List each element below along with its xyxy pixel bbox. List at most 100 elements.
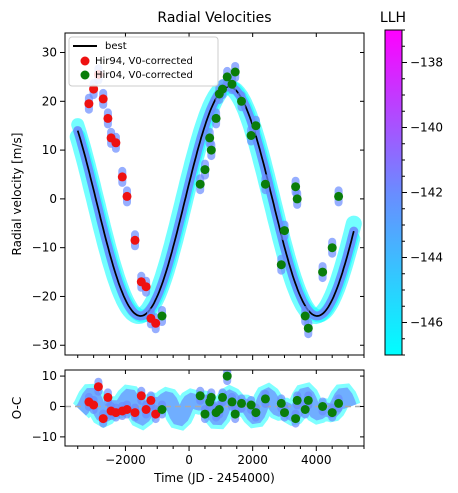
x-tick-label: 2000	[237, 453, 268, 467]
rv-point-hir04	[246, 131, 256, 140]
y-tick-label: −10	[32, 430, 57, 444]
y-tick-label: 10	[42, 369, 57, 383]
rv-point-hir04	[205, 133, 215, 143]
colorbar-title: LLH	[380, 10, 406, 26]
oc-point-hir94	[151, 409, 161, 419]
rv-point-hir94	[84, 99, 94, 109]
rv-point-hir04	[292, 194, 302, 204]
rv-point-hir94	[151, 318, 161, 328]
rv-point-hir94	[111, 138, 121, 148]
oc-point-hir04	[218, 392, 227, 402]
oc-point-hir94	[146, 395, 156, 405]
oc-point-hir94	[89, 400, 99, 410]
main-chart-axes: 30 20 10 0 −10 −20 −30	[32, 33, 365, 360]
rv-point-hir04	[227, 79, 237, 89]
main-chart-frame	[64, 32, 365, 356]
oc-point-hir04	[200, 409, 210, 419]
oc-point-hir04	[214, 405, 224, 414]
oc-point-hir04	[318, 402, 328, 411]
colorbar-tick-label: −142	[410, 186, 443, 200]
rv-point-hir04	[327, 243, 337, 253]
oc-point-hir04	[280, 408, 289, 418]
oc-point-hir94	[130, 408, 140, 418]
oc-point-hir04	[157, 405, 167, 414]
main-chart-ylabel: Radial velocity [m/s]	[10, 133, 24, 256]
y-tick-label: 0	[49, 192, 57, 206]
oc-point-hir04	[251, 408, 261, 418]
rv-point-hir04	[303, 323, 313, 333]
rv-point-hir04	[211, 113, 221, 123]
oc-point-hir04	[222, 371, 232, 381]
legend-box	[68, 36, 219, 87]
colorbar-tick-label: −146	[410, 316, 443, 330]
oc-point-hir04	[334, 398, 344, 408]
rv-point-hir04	[218, 84, 227, 94]
oc-point-hir04	[230, 409, 240, 419]
oc-point-hir94	[136, 391, 146, 401]
chart-legend: best Hir94, V0-corrected Hir04, V0-corre…	[68, 36, 219, 87]
residual-chart-ylabel: O-C	[10, 397, 24, 420]
rv-point-hir04	[318, 267, 328, 277]
y-tick-label: 0	[49, 399, 57, 413]
rv-point-hir04	[334, 191, 344, 201]
oc-point-hir04	[327, 408, 337, 418]
rv-point-hir04	[260, 179, 270, 189]
oc-point-hir04	[206, 392, 216, 402]
oc-point-hir04	[237, 398, 246, 408]
residual-chart-frame	[64, 369, 365, 447]
y-tick-label: 10	[42, 143, 57, 157]
rv-point-hir94	[141, 282, 151, 292]
colorbar-axis: −138 −140 −142 −144 −146	[402, 29, 443, 356]
colorbar-tick-label: −140	[410, 121, 443, 135]
rv-point-hir04	[230, 67, 240, 77]
oc-point-hir04	[300, 405, 310, 414]
main-chart-title: Radial Velocities	[157, 10, 271, 26]
rv-point-hir04	[300, 311, 310, 321]
oc-point-hir94	[141, 405, 151, 414]
colorbar-tick-label: −138	[410, 56, 443, 70]
oc-point-hir04	[303, 395, 313, 405]
rv-point-hir04	[291, 182, 301, 192]
rv-point-hir94	[130, 235, 140, 245]
oc-point-hir94	[98, 414, 108, 424]
y-tick-label: −30	[32, 338, 57, 352]
y-tick-label: −20	[32, 289, 57, 303]
legend-label-hir94: Hir94, V0-corrected	[95, 56, 193, 67]
rv-point-hir04	[237, 96, 246, 106]
x-tick-label: 0	[185, 453, 193, 467]
rv-point-hir94	[103, 113, 113, 123]
residual-chart-axes: −2000 0 2000 4000 10 0 −10	[32, 369, 365, 467]
rv-point-hir04	[206, 145, 216, 155]
rv-point-hir94	[122, 191, 132, 201]
oc-point-hir04	[276, 398, 286, 408]
rv-point-hir04	[280, 226, 289, 236]
residual-chart-marks	[84, 370, 344, 428]
x-tick-label: 4000	[301, 453, 332, 467]
legend-label-hir04: Hir04, V0-corrected	[95, 70, 193, 81]
rv-point-hir04	[276, 260, 286, 270]
oc-point-hir04	[227, 397, 237, 407]
y-tick-label: 20	[42, 94, 57, 108]
oc-point-hir04	[260, 394, 270, 404]
colorbar-gradient	[384, 29, 403, 356]
main-chart-marks	[76, 62, 355, 339]
oc-point-hir94	[93, 382, 103, 392]
y-tick-label: 30	[42, 46, 57, 60]
y-tick-label: −10	[32, 241, 57, 255]
oc-point-hir04	[246, 400, 256, 410]
rv-point-hir04	[195, 179, 205, 189]
oc-point-hir04	[291, 414, 301, 424]
legend-swatch-hir94	[80, 56, 90, 66]
residual-chart-xlabel: Time (JD - 2454000)	[153, 471, 275, 485]
rv-point-hir04	[157, 311, 167, 321]
rv-point-hir04	[251, 121, 261, 131]
oc-point-hir04	[292, 395, 302, 405]
rv-point-hir94	[98, 94, 108, 104]
legend-label-best: best	[105, 41, 127, 52]
x-tick-label: −2000	[105, 453, 146, 467]
rv-point-hir94	[117, 172, 127, 182]
colorbar-tick-label: −144	[410, 251, 443, 265]
oc-point-hir94	[122, 405, 132, 414]
rv-point-hir04	[200, 165, 210, 175]
